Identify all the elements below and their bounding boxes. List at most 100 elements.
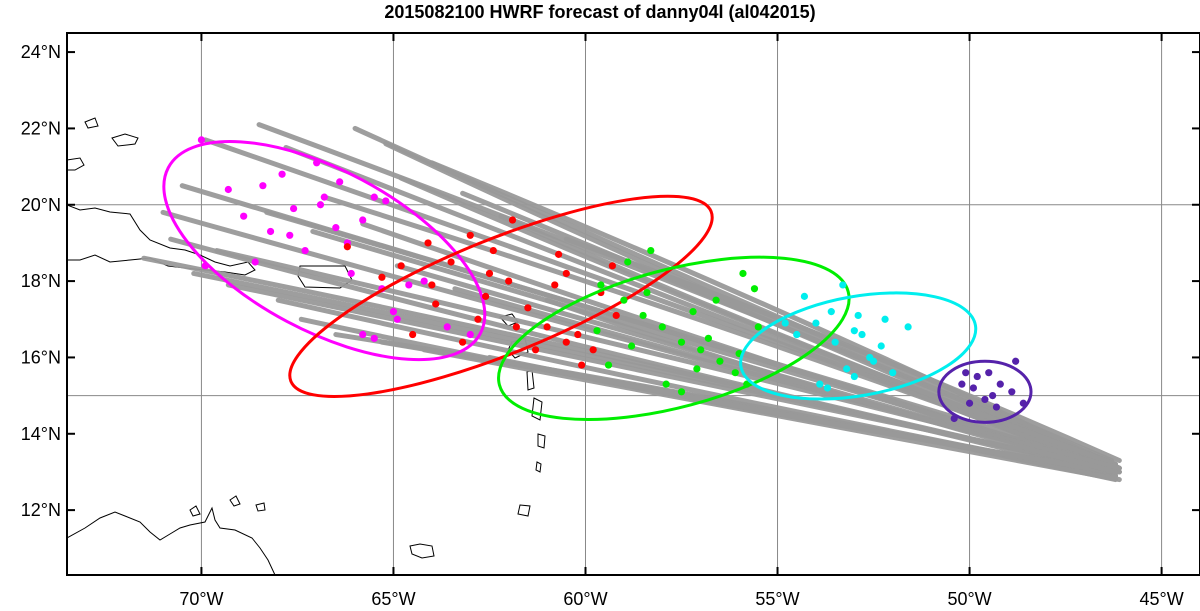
antilles-3 <box>531 397 543 421</box>
forecast-position-point <box>316 201 325 209</box>
forecast-position-point <box>850 372 858 381</box>
islet-2 <box>111 133 139 147</box>
islet-1 <box>84 117 99 129</box>
puerto-rico-coast <box>297 265 353 289</box>
y-tick-label: 14°N <box>21 424 61 444</box>
forecast-position-point <box>447 258 455 266</box>
forecast-position-point <box>904 323 912 331</box>
y-tick-label: 22°N <box>21 118 61 138</box>
forecast-position-point <box>793 330 801 339</box>
forecast-position-point <box>443 323 451 331</box>
forecast-position-point <box>985 369 993 377</box>
forecast-position-point <box>409 330 417 339</box>
chart-title: 2015082100 HWRF forecast of danny04l (al… <box>384 2 816 22</box>
uncertainty-ellipse <box>288 194 714 398</box>
y-tick-label: 20°N <box>21 195 61 215</box>
plot-frame <box>66 32 1200 576</box>
forecast-track <box>544 297 1119 475</box>
forecast-position-point <box>343 243 351 251</box>
forecast-position-point <box>881 315 889 323</box>
forecast-position-point <box>458 338 467 346</box>
y-tick-label: 18°N <box>21 271 61 291</box>
x-tick-label: 65°W <box>371 589 415 609</box>
y-tick-label: 16°N <box>21 347 61 367</box>
forecast-position-point <box>531 346 540 354</box>
forecast-position-point <box>393 315 401 323</box>
forecast-position-point <box>485 269 494 278</box>
forecast-position-point <box>1012 357 1020 365</box>
forecast-position-point <box>869 357 878 365</box>
forecast-position-point <box>969 384 978 392</box>
forecast-position-point <box>843 365 851 373</box>
forecast-position-point <box>958 380 966 388</box>
forecast-position-point <box>812 319 820 327</box>
forecast-position-point <box>370 334 378 342</box>
forecast-position-point <box>827 308 835 316</box>
forecast-position-point <box>612 311 620 320</box>
forecast-position-point <box>608 262 616 270</box>
forecast-position-point <box>424 239 432 247</box>
forecast-position-point <box>378 273 386 281</box>
forecast-position-point <box>197 136 206 144</box>
forecast-position-point <box>397 262 405 270</box>
forecast-position-point <box>370 193 378 201</box>
forecast-position-point <box>512 323 520 331</box>
antilles-5 <box>535 461 542 473</box>
forecast-position-point <box>474 315 482 323</box>
forecast-position-point <box>359 330 367 339</box>
antilles-6 <box>517 504 531 517</box>
forecast-position-point <box>981 395 989 404</box>
forecast-position-point <box>643 288 651 297</box>
forecast-position-point <box>697 346 705 354</box>
forecast-position-point <box>739 269 747 278</box>
forecast-position-point <box>597 281 605 289</box>
forecast-position-point <box>647 246 655 255</box>
forecast-position-point <box>677 338 686 346</box>
forecast-position-point <box>965 399 974 407</box>
uncertainty-ellipse <box>497 255 851 422</box>
forecast-position-point <box>816 380 824 388</box>
cuba-tip-coast <box>67 157 85 171</box>
forecast-position-point <box>962 369 970 377</box>
forecast-track <box>225 282 1115 471</box>
forecast-position-point <box>562 338 570 346</box>
forecast-position-point <box>850 327 858 335</box>
forecast-position-point <box>754 323 762 331</box>
forecast-position-point <box>336 178 344 186</box>
forecast-position-point <box>639 311 647 320</box>
uncertainty-ellipse <box>739 291 978 401</box>
forecast-position-point <box>854 311 862 320</box>
forecast-position-point <box>466 330 474 339</box>
forecast-position-point <box>286 231 294 239</box>
forecast-position-point <box>800 292 809 300</box>
forecast-position-groups <box>162 136 1033 424</box>
forecast-position-point <box>332 224 340 232</box>
y-tick-label: 12°N <box>21 500 61 520</box>
forecast-position-point <box>347 269 355 278</box>
axes: 70°W 65°W 60°W 55°W 50°W 45°W 12°N 14°N 16°N 18°N… <box>21 33 1200 609</box>
forecast-position-point <box>716 357 724 365</box>
forecast-position-point <box>320 193 328 201</box>
forecast-position-point <box>858 330 866 339</box>
x-tick-label: 55°W <box>755 589 799 609</box>
uncertainty-ellipse <box>937 359 1033 424</box>
forecast-position-point <box>593 327 601 335</box>
x-tick-label: 50°W <box>947 589 991 609</box>
forecast-position-point <box>301 246 309 255</box>
forecast-position-point <box>578 361 586 369</box>
islet-4 <box>229 495 241 507</box>
forecast-position-point <box>604 361 613 369</box>
forecast-position-point <box>781 319 789 327</box>
south-america-coast <box>67 506 276 575</box>
forecast-tracks <box>141 122 1122 483</box>
forecast-position-point <box>251 258 259 266</box>
forecast-position-point <box>551 281 559 289</box>
forecast-position-point <box>889 369 897 377</box>
forecast-position-point <box>996 380 1004 388</box>
forecast-position-point <box>992 403 1001 411</box>
forecast-position-point <box>505 277 513 285</box>
forecast-position-point <box>555 250 563 258</box>
y-tick-label: 24°N <box>21 42 61 62</box>
forecast-position-point <box>662 380 670 388</box>
